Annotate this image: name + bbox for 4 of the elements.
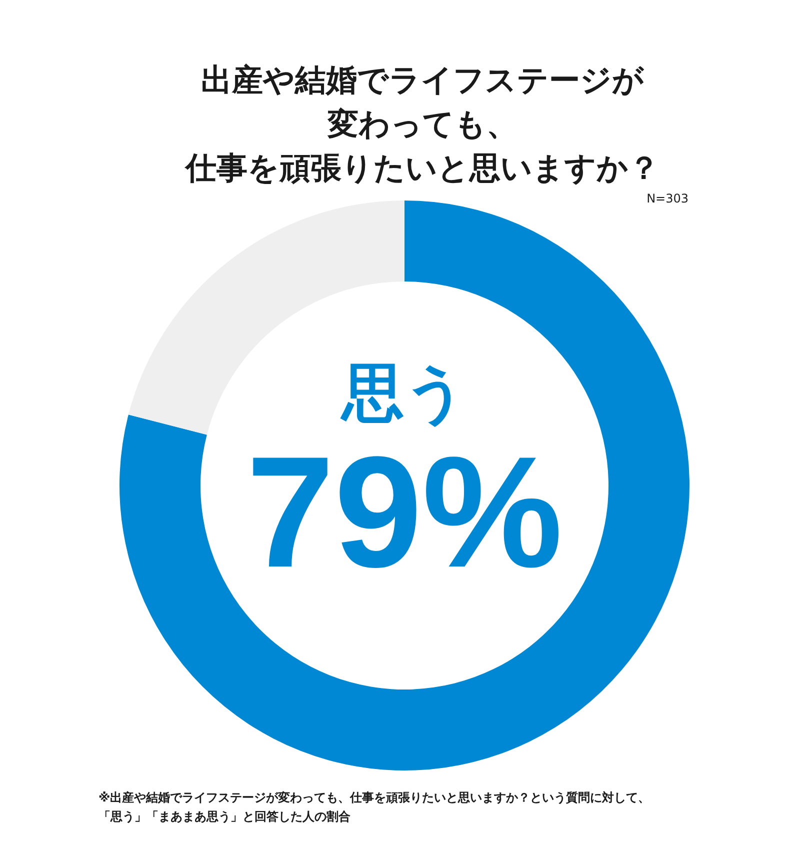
chart-title: 出産や結婚でライフステージが変わっても、仕事を頑張りたいと思いますか？ xyxy=(184,62,660,186)
text: N=303 xyxy=(646,192,688,206)
text: ※出産や結婚でライフステージが変わっても、仕事を頑張りたいと思いますか？という質問に対して、「思う」「まあまあ思う」と回答した人の割合 xyxy=(98,790,650,824)
slice-label: 思う xyxy=(340,356,467,429)
